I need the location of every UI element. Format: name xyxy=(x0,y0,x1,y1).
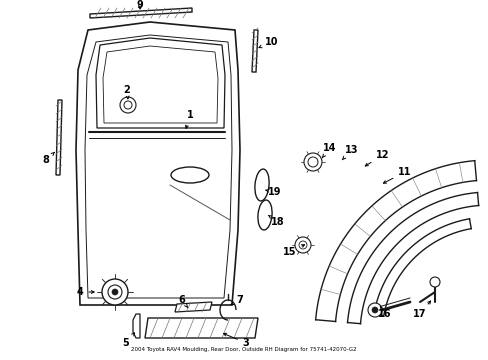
Text: 4: 4 xyxy=(77,287,94,297)
Circle shape xyxy=(124,101,132,109)
Circle shape xyxy=(112,289,118,295)
Text: 13: 13 xyxy=(342,145,358,160)
Polygon shape xyxy=(145,318,258,338)
Circle shape xyxy=(307,157,317,167)
Ellipse shape xyxy=(171,167,208,183)
Text: 6: 6 xyxy=(178,295,187,308)
Text: 10: 10 xyxy=(259,37,278,48)
Circle shape xyxy=(120,97,136,113)
Polygon shape xyxy=(251,30,258,72)
Polygon shape xyxy=(56,100,62,175)
Circle shape xyxy=(429,277,439,287)
Text: 7: 7 xyxy=(230,295,243,305)
Circle shape xyxy=(108,285,122,299)
Text: 8: 8 xyxy=(42,152,54,165)
Text: 2: 2 xyxy=(123,85,130,99)
Text: 17: 17 xyxy=(412,301,429,319)
Circle shape xyxy=(371,307,377,313)
Text: 9: 9 xyxy=(136,0,143,10)
Circle shape xyxy=(298,241,306,249)
Text: 18: 18 xyxy=(268,215,284,227)
Text: 14: 14 xyxy=(322,143,336,158)
Text: 19: 19 xyxy=(265,187,281,197)
Polygon shape xyxy=(76,22,240,305)
Polygon shape xyxy=(133,314,140,338)
Text: 12: 12 xyxy=(365,150,389,166)
Text: 3: 3 xyxy=(223,333,249,348)
Circle shape xyxy=(304,153,321,171)
Text: 15: 15 xyxy=(283,245,304,257)
Text: 1: 1 xyxy=(185,110,193,128)
Polygon shape xyxy=(90,8,192,18)
Ellipse shape xyxy=(254,169,268,201)
Ellipse shape xyxy=(257,200,271,230)
Circle shape xyxy=(367,303,381,317)
Text: 16: 16 xyxy=(378,306,391,319)
Text: 11: 11 xyxy=(383,167,411,183)
Text: 5: 5 xyxy=(122,333,134,348)
Circle shape xyxy=(102,279,128,305)
Text: 2004 Toyota RAV4 Moulding, Rear Door, Outside RH Diagram for 75741-42070-G2: 2004 Toyota RAV4 Moulding, Rear Door, Ou… xyxy=(131,347,356,352)
Polygon shape xyxy=(175,302,212,312)
Circle shape xyxy=(294,237,310,253)
Polygon shape xyxy=(96,38,224,128)
